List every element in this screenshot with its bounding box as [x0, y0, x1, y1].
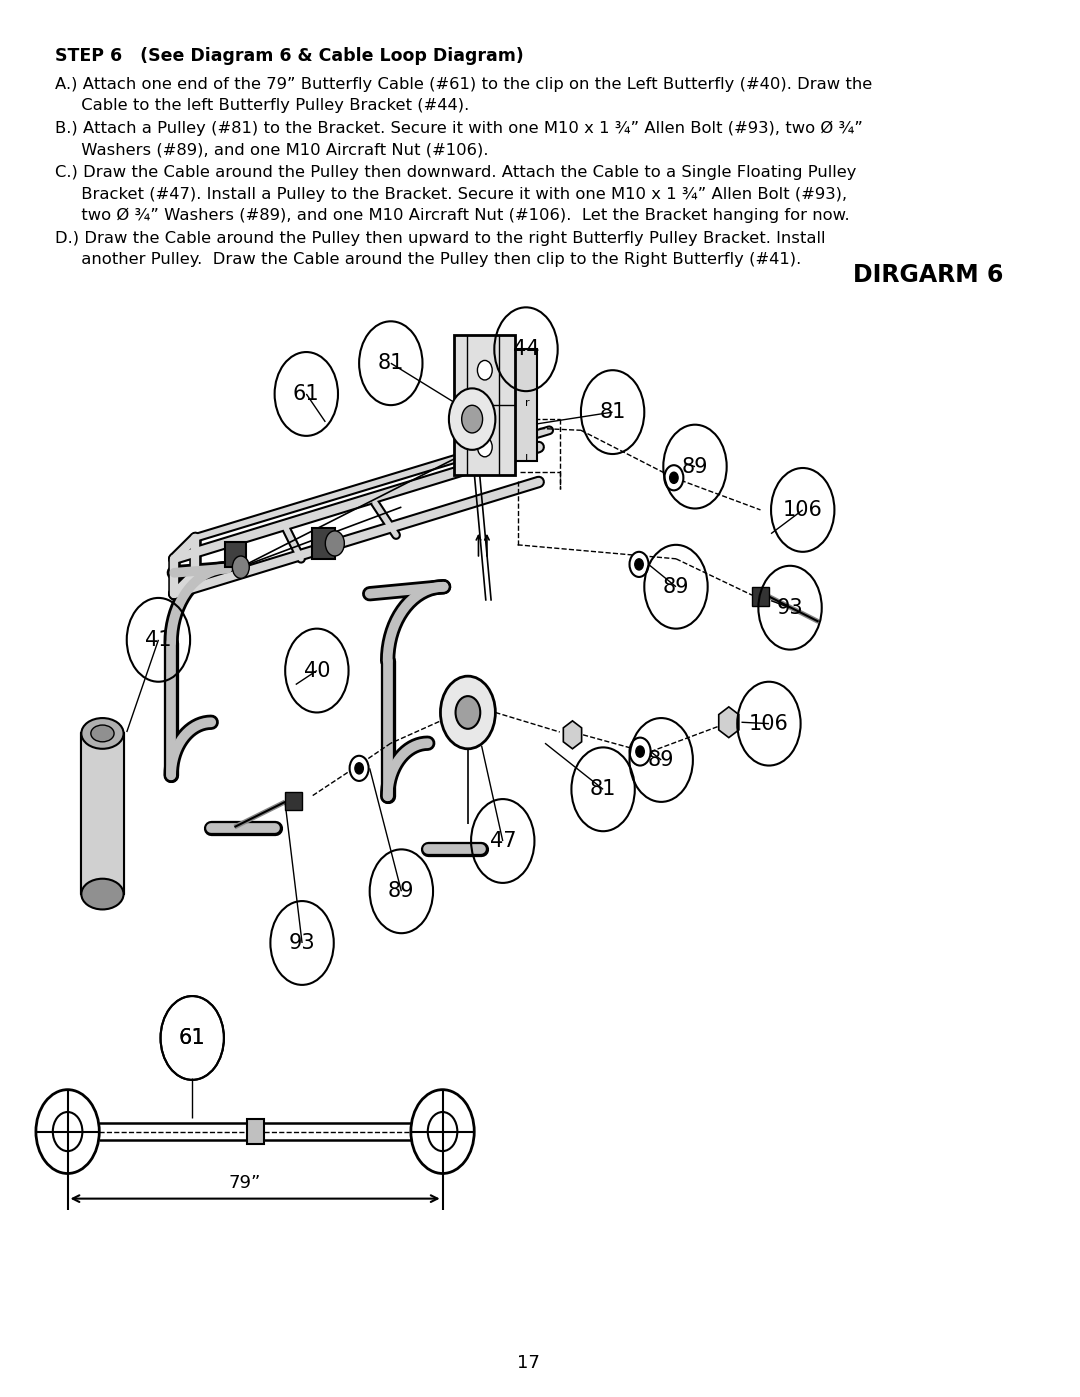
FancyBboxPatch shape [752, 587, 769, 606]
FancyBboxPatch shape [312, 528, 335, 559]
Text: DIRGARM 6: DIRGARM 6 [853, 263, 1003, 286]
Text: 106: 106 [750, 714, 788, 733]
Circle shape [635, 559, 644, 570]
Text: Cable to the left Butterfly Pulley Bracket (#44).: Cable to the left Butterfly Pulley Brack… [55, 98, 469, 113]
Ellipse shape [81, 879, 123, 909]
Text: 41: 41 [145, 630, 172, 650]
Circle shape [461, 405, 483, 433]
Circle shape [355, 763, 363, 774]
Circle shape [449, 388, 496, 450]
Circle shape [232, 556, 249, 578]
Circle shape [456, 696, 481, 729]
FancyBboxPatch shape [225, 542, 246, 567]
Circle shape [477, 360, 492, 380]
Text: 89: 89 [681, 457, 708, 476]
Circle shape [477, 437, 492, 457]
Text: 81: 81 [599, 402, 625, 422]
Text: 93: 93 [288, 933, 315, 953]
Text: 106: 106 [783, 500, 823, 520]
Text: C.) Draw the Cable around the Pulley then downward. Attach the Cable to a Single: C.) Draw the Cable around the Pulley the… [55, 165, 856, 180]
FancyBboxPatch shape [81, 733, 123, 894]
Circle shape [441, 676, 496, 749]
Text: another Pulley.  Draw the Cable around the Pulley then clip to the Right Butterf: another Pulley. Draw the Cable around th… [55, 251, 801, 267]
FancyBboxPatch shape [285, 792, 302, 810]
Circle shape [664, 465, 684, 490]
Text: L: L [525, 454, 531, 464]
Text: 40: 40 [303, 661, 330, 680]
Text: Washers (#89), and one M10 Aircraft Nut (#106).: Washers (#89), and one M10 Aircraft Nut … [55, 142, 488, 158]
Text: 89: 89 [663, 577, 689, 597]
Ellipse shape [81, 718, 123, 749]
FancyBboxPatch shape [246, 1119, 264, 1144]
Text: 79”: 79” [228, 1173, 260, 1192]
Text: A.) Attach one end of the 79” Butterfly Cable (#61) to the clip on the Left Butt: A.) Attach one end of the 79” Butterfly … [55, 77, 873, 92]
Ellipse shape [91, 725, 114, 742]
Text: 17: 17 [516, 1354, 540, 1372]
Text: 61: 61 [179, 1028, 205, 1048]
Text: 81: 81 [590, 780, 617, 799]
Circle shape [325, 531, 345, 556]
Circle shape [636, 746, 645, 757]
Text: two Ø ¾” Washers (#89), and one M10 Aircraft Nut (#106).  Let the Bracket hangin: two Ø ¾” Washers (#89), and one M10 Airc… [55, 208, 850, 224]
Text: 44: 44 [513, 339, 539, 359]
Text: r: r [525, 398, 529, 408]
FancyBboxPatch shape [515, 349, 537, 461]
Circle shape [630, 552, 648, 577]
Text: Bracket (#47). Install a Pulley to the Bracket. Secure it with one M10 x 1 ¾” Al: Bracket (#47). Install a Pulley to the B… [55, 186, 847, 201]
Text: 61: 61 [179, 1028, 205, 1048]
Text: B.) Attach a Pulley (#81) to the Bracket. Secure it with one M10 x 1 ¾” Allen Bo: B.) Attach a Pulley (#81) to the Bracket… [55, 122, 863, 136]
Text: D.) Draw the Cable around the Pulley then upward to the right Butterfly Pulley B: D.) Draw the Cable around the Pulley the… [55, 231, 825, 246]
Text: 89: 89 [388, 882, 415, 901]
Circle shape [670, 472, 678, 483]
Text: 61: 61 [293, 384, 320, 404]
Text: 47: 47 [489, 831, 516, 851]
FancyBboxPatch shape [455, 335, 515, 475]
Circle shape [630, 738, 650, 766]
Text: STEP 6   (See Diagram 6 & Cable Loop Diagram): STEP 6 (See Diagram 6 & Cable Loop Diagr… [55, 47, 524, 66]
Circle shape [350, 756, 368, 781]
Text: 89: 89 [648, 750, 674, 770]
Text: 93: 93 [777, 598, 804, 617]
Text: 81: 81 [378, 353, 404, 373]
